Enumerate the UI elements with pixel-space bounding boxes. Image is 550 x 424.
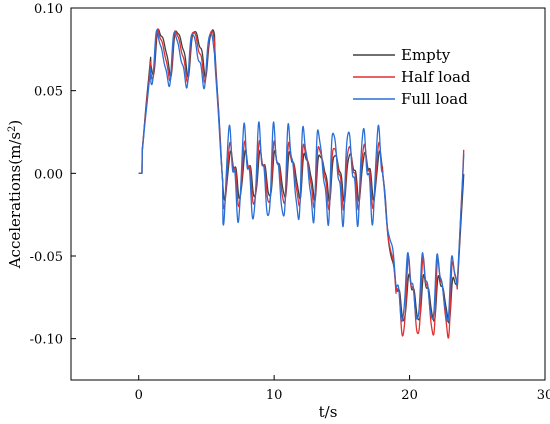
series-line-full-load	[138, 29, 465, 323]
x-axis-ticks: 0 10 20 30	[135, 375, 550, 403]
legend-label: Full load	[401, 90, 468, 108]
legend: Empty Half load Full load	[353, 46, 471, 108]
plot-frame	[70, 7, 546, 381]
y-tick-label: 0.10	[34, 2, 63, 17]
legend-label: Half load	[401, 68, 471, 86]
y-tick-label: -0.05	[30, 250, 63, 265]
x-tick-label: 20	[401, 388, 418, 403]
y-axis-title-superscript: 2	[7, 126, 18, 132]
x-axis-title: t/s	[319, 403, 338, 421]
y-tick-label: 0.05	[34, 85, 63, 100]
y-axis-title-main: Accelerations(m/s	[6, 132, 24, 269]
x-tick-label: 30	[537, 388, 550, 403]
series-lines	[138, 28, 465, 339]
x-tick-label: 10	[266, 388, 283, 403]
legend-label: Empty	[401, 46, 451, 64]
x-tick-label: 0	[135, 388, 143, 403]
y-axis-title-close: )	[6, 120, 24, 126]
y-axis-title: Accelerations(m/s2)	[6, 120, 24, 270]
y-tick-label: -0.10	[30, 333, 63, 348]
y-axis-ticks: 0.10 0.05 0.00 -0.05 -0.10	[30, 2, 76, 348]
y-tick-label: 0.00	[34, 167, 63, 182]
